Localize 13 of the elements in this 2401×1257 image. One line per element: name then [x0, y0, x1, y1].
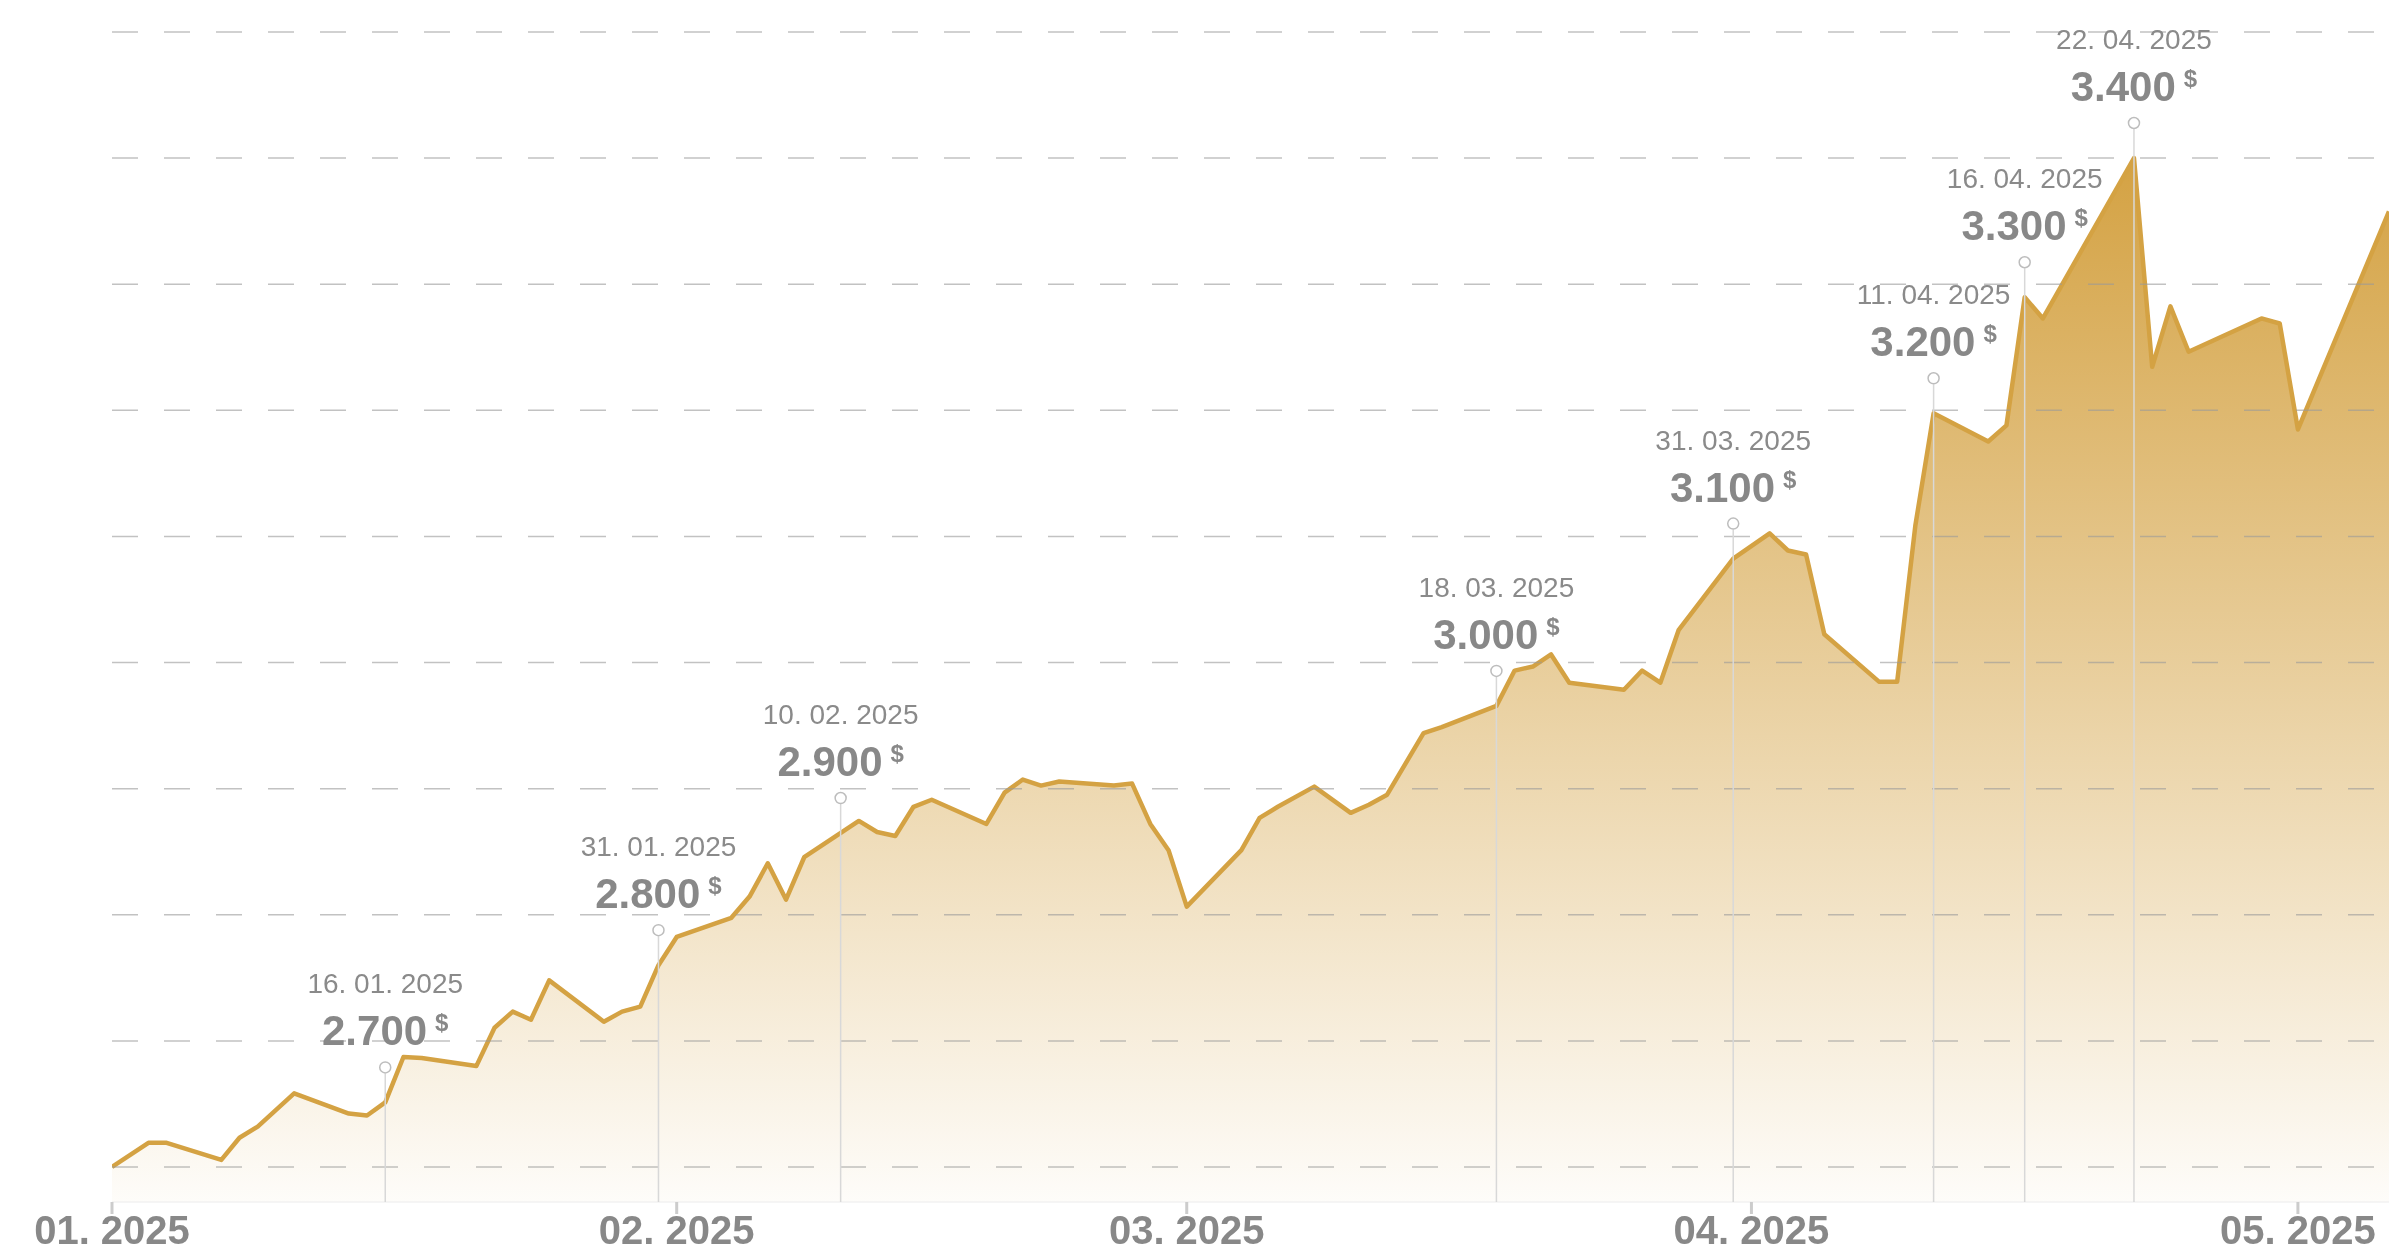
x-tick-label: 05. 2025: [2220, 1208, 2376, 1253]
x-tick-label: 02. 2025: [598, 1208, 755, 1253]
ref-line-label: 31. 01. 2025 2.800 $^{$}$: [580, 831, 737, 918]
ref-line-label: 22. 04. 2025 3.400 $^{$}$: [2056, 24, 2212, 110]
ref-line-label: 11. 04. 2025 3.200 $^{$}$: [1856, 279, 2011, 366]
x-tick-label: 03. 2025: [1108, 1208, 1265, 1253]
ref-line-label: 31. 03. 2025 3.100 $^{$}$: [1655, 424, 1812, 511]
x-tick-label: 01. 2025: [34, 1208, 190, 1253]
x-tick-label: 04. 2025: [1673, 1208, 1830, 1253]
ref-line-label: 10. 02. 2025 2.900 $^{$}$: [762, 699, 919, 786]
ref-line-label: 16. 01. 2025 2.700 $^{$}$: [307, 968, 464, 1055]
ref-line-label: 16. 04. 2025 3.300 $^{$}$: [1946, 163, 2103, 250]
ref-line-label: 18. 03. 2025 3.000 $^{$}$: [1418, 571, 1575, 658]
